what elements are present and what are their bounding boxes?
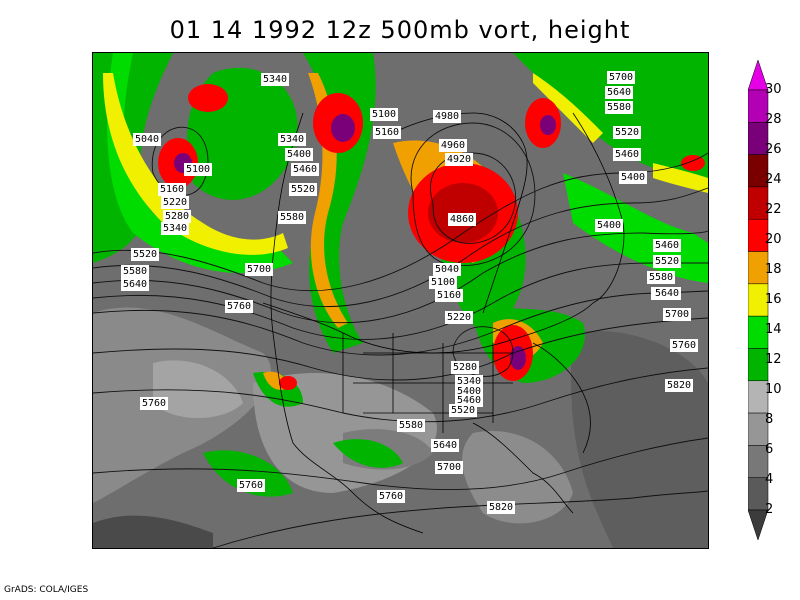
vorticity-height-map: 5340 5100 4980 5700 5640 5580 5040 5340 … [92,52,709,549]
contour-label: 5640 [605,86,634,99]
contour-label: 5700 [607,71,636,84]
contour-label: 5220 [445,311,474,324]
contour-label: 5520 [289,183,318,196]
contour-label: 5400 [619,171,648,184]
contour-label: 5340 [261,73,290,86]
contour-label: 5280 [163,210,192,223]
contour-label: 5700 [663,308,692,321]
contour-label: 5760 [670,339,699,352]
colorbar-label: 4 [765,472,774,487]
contour-label: 5580 [121,265,150,278]
contour-label: 5100 [184,163,213,176]
contour-label: 5160 [158,183,187,196]
contour-label: 5520 [613,126,642,139]
contour-label: 5460 [291,163,320,176]
contour-label: 5760 [377,490,406,503]
colorbar-label: 6 [765,442,774,457]
contour-label: 5040 [433,263,462,276]
contour-label: 5160 [435,289,464,302]
contour-label: 5640 [653,287,682,300]
grads-credit: GrADS: COLA/IGES [4,585,89,595]
colorbar-label: 26 [765,142,782,157]
colorbar-label: 22 [765,202,782,217]
colorbar-label: 2 [765,502,774,517]
contour-label: 5580 [397,419,426,432]
colorbar-label: 16 [765,292,782,307]
contour-label: 5100 [429,276,458,289]
contour-label: 5100 [370,108,399,121]
contour-label: 5400 [285,148,314,161]
contour-label: 5520 [653,255,682,268]
contour-label: 5820 [487,501,516,514]
contour-label: 5760 [225,300,254,313]
colorbar-label: 24 [765,172,782,187]
contour-label: 4920 [445,153,474,166]
colorbar-label: 8 [765,412,774,427]
contour-label: 4860 [448,213,477,226]
contour-label: 5220 [161,196,190,209]
colorbar-label: 12 [765,352,782,367]
colorbar-label: 10 [765,382,782,397]
colorbar-label: 30 [765,82,782,97]
chart-title: 01 14 1992 12z 500mb vort, height [169,16,631,44]
colorbar-label: 14 [765,322,782,337]
contour-label: 5820 [665,379,694,392]
contour-label: 5160 [373,126,402,139]
contour-label: 5520 [449,404,478,417]
contour-label: 5340 [161,222,190,235]
contour-label: 5700 [435,461,464,474]
contour-label: 5580 [647,271,676,284]
contour-label: 5040 [133,133,162,146]
contour-label: 5580 [278,211,307,224]
contour-label: 5520 [131,248,160,261]
contour-label: 5640 [121,278,150,291]
colorbar-label: 20 [765,232,782,247]
colorbar-label: 28 [765,112,782,127]
contour-label: 5760 [237,479,266,492]
contour-label: 5400 [595,219,624,232]
colorbar-bottom-triangle [748,509,769,540]
contour-label: 4960 [439,139,468,152]
contour-label: 5760 [140,397,169,410]
contour-label: 5340 [278,133,307,146]
contour-label: 5460 [653,239,682,252]
contour-label: 5580 [605,101,634,114]
contour-label: 4980 [433,110,462,123]
contour-label: 5460 [613,148,642,161]
colorbar [748,60,769,540]
contour-label: 5700 [245,263,274,276]
contour-label: 5640 [431,439,460,452]
contour-label: 5280 [451,361,480,374]
colorbar-label: 18 [765,262,782,277]
